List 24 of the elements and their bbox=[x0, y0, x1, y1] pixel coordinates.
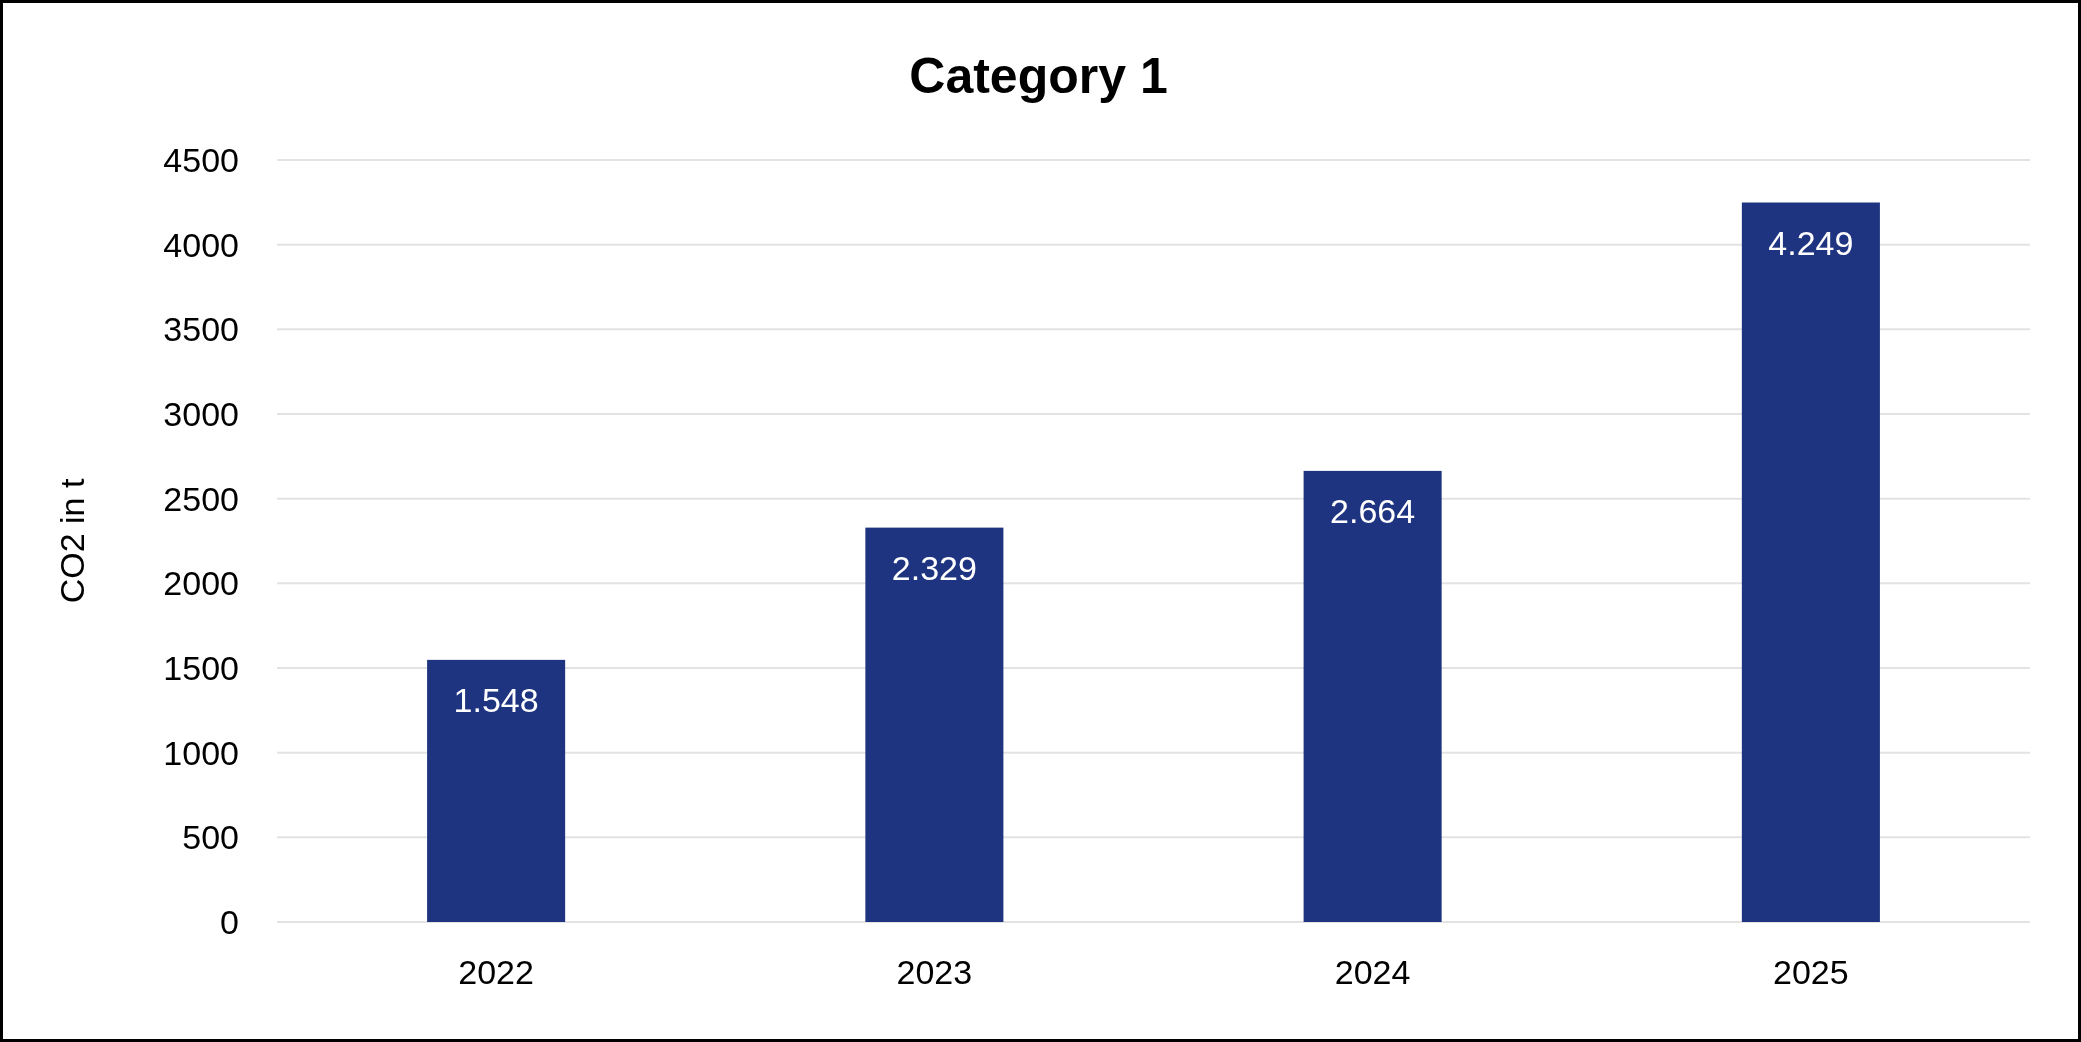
y-tick-label: 4000 bbox=[163, 225, 239, 264]
bar bbox=[1303, 470, 1442, 922]
y-tick-label: 500 bbox=[182, 818, 239, 857]
y-tick-label: 4500 bbox=[163, 141, 239, 179]
x-tick-label: 2022 bbox=[458, 953, 534, 991]
chart-title: Category 1 bbox=[909, 48, 1168, 104]
y-axis-title: CO2 in t bbox=[53, 478, 91, 604]
y-tick-label: 0 bbox=[220, 903, 239, 941]
y-tick-label: 3500 bbox=[163, 310, 239, 349]
y-tick-label: 1000 bbox=[163, 733, 239, 772]
data-label: 1.548 bbox=[453, 680, 539, 719]
y-tick-label: 3000 bbox=[163, 395, 239, 433]
data-label: 4.249 bbox=[1768, 223, 1854, 262]
bar bbox=[427, 659, 566, 922]
x-tick-label: 2023 bbox=[896, 953, 973, 991]
y-tick-label: 2500 bbox=[163, 479, 239, 518]
bar bbox=[865, 527, 1004, 922]
data-label: 2.329 bbox=[891, 548, 977, 587]
y-tick-label: 2000 bbox=[163, 564, 239, 603]
bar bbox=[1741, 202, 1880, 922]
x-tick-label: 2024 bbox=[1334, 953, 1411, 991]
y-tick-label: 1500 bbox=[163, 649, 239, 687]
x-tick-label: 2025 bbox=[1773, 953, 1849, 991]
data-label: 2.664 bbox=[1330, 491, 1416, 530]
